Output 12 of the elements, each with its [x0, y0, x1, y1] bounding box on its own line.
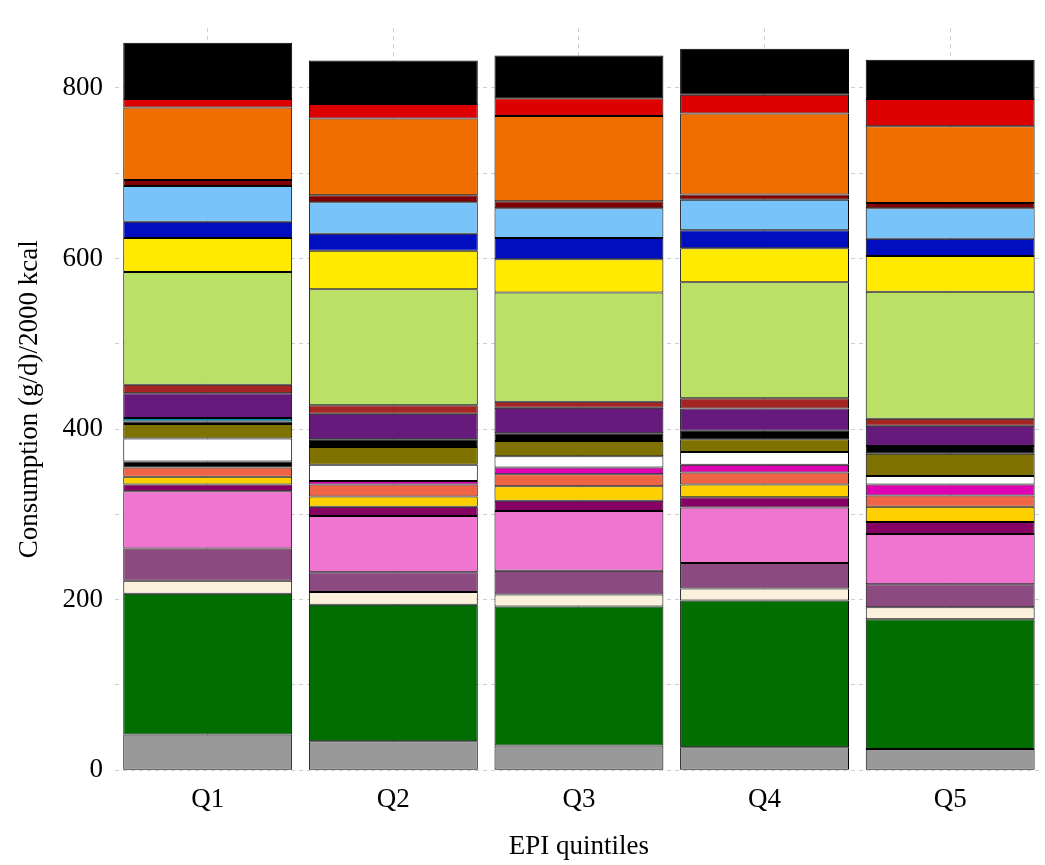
y-tick-label: 600 [62, 241, 103, 272]
x-tick-label: Q3 [562, 783, 596, 814]
y-tick-label: 200 [62, 582, 103, 613]
y-axis-title: Consumption (g/d)/2000 kcal [13, 240, 44, 559]
y-tick-label: 0 [89, 753, 103, 784]
y-tick-label: 400 [62, 412, 103, 443]
x-tick-label: Q2 [376, 783, 410, 814]
x-tick-label: Q1 [191, 783, 225, 814]
x-axis-title: EPI quintiles [508, 829, 650, 860]
x-tick-label: Q5 [933, 783, 967, 814]
y-tick-label: 800 [62, 70, 103, 101]
x-tick-label: Q4 [748, 783, 782, 814]
